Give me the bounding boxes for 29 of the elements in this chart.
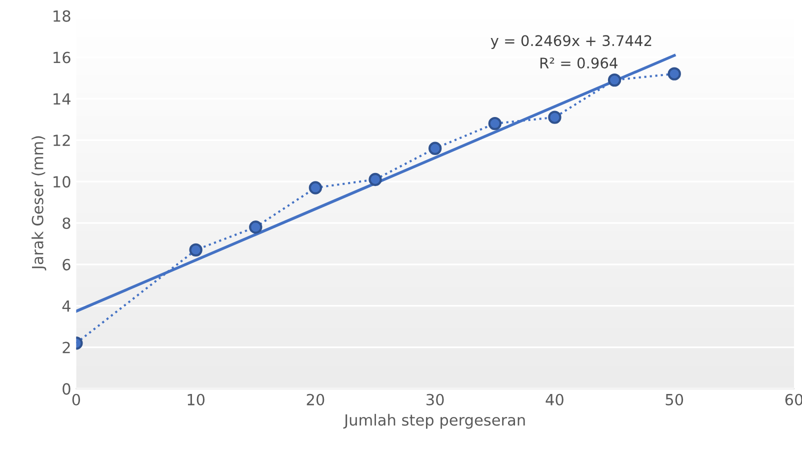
y-tick-label: 18 (54, 10, 70, 22)
y-tick-label: 8 (62, 217, 70, 230)
x-tick-label: 10 (188, 394, 205, 406)
y-tick-label: 12 (54, 134, 70, 146)
point (488, 116, 502, 130)
point (428, 142, 442, 156)
y-axis-title: Jarak Geser (mm) (32, 136, 46, 270)
point (308, 181, 322, 194)
x-tick-label: 50 (666, 394, 684, 406)
point (548, 110, 562, 124)
x-axis-title: Jumlah step pergeseran (343, 414, 525, 429)
annotation: R² = 0.964 (540, 58, 618, 69)
annotation: y = 0.2469x + 3.7442 (490, 35, 652, 49)
y-tick-label: 0 (62, 383, 70, 395)
x-tick-label: 20 (306, 394, 324, 406)
point (249, 220, 262, 234)
point (368, 172, 382, 186)
x-tick-label: 30 (426, 394, 444, 406)
point (608, 73, 622, 87)
y-tick-label: 10 (54, 176, 70, 188)
y-tick-label: 2 (62, 342, 70, 354)
y-tick-label: 14 (54, 93, 70, 104)
x-tick-label: 0 (72, 394, 80, 406)
y-tick-label: 4 (62, 300, 70, 312)
point (668, 67, 681, 80)
point (189, 243, 202, 257)
y-tick-label: 6 (62, 258, 70, 270)
y-tick-label: 16 (54, 52, 70, 64)
x-tick-label: 40 (546, 394, 564, 406)
